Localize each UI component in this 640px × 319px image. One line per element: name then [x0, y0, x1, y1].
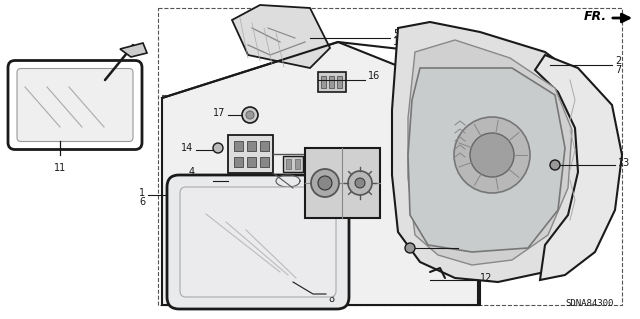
Text: 1: 1 — [139, 188, 145, 198]
Text: 7: 7 — [615, 65, 621, 75]
Text: 3: 3 — [328, 285, 334, 295]
Circle shape — [311, 169, 339, 197]
FancyBboxPatch shape — [228, 135, 273, 173]
FancyBboxPatch shape — [180, 187, 336, 297]
FancyBboxPatch shape — [247, 141, 256, 151]
FancyBboxPatch shape — [260, 157, 269, 167]
FancyBboxPatch shape — [247, 157, 256, 167]
Circle shape — [246, 111, 254, 119]
FancyBboxPatch shape — [167, 175, 349, 309]
Circle shape — [405, 243, 415, 253]
Circle shape — [318, 176, 332, 190]
FancyBboxPatch shape — [305, 148, 380, 218]
Circle shape — [213, 143, 223, 153]
Text: 9: 9 — [189, 176, 195, 186]
Circle shape — [470, 133, 514, 177]
FancyBboxPatch shape — [8, 61, 142, 150]
Text: 10: 10 — [393, 37, 405, 47]
Text: 14: 14 — [180, 143, 193, 153]
Text: 5: 5 — [393, 29, 399, 39]
Text: 17: 17 — [212, 108, 225, 118]
FancyBboxPatch shape — [234, 157, 243, 167]
Text: SDNA84300: SDNA84300 — [566, 299, 614, 308]
Text: 15: 15 — [460, 241, 472, 251]
Text: 11: 11 — [54, 163, 66, 173]
Text: 8: 8 — [328, 294, 334, 304]
Polygon shape — [120, 43, 147, 57]
Text: 2: 2 — [615, 56, 621, 66]
Polygon shape — [232, 5, 330, 68]
FancyBboxPatch shape — [295, 159, 300, 169]
Circle shape — [454, 117, 530, 193]
Polygon shape — [392, 22, 610, 282]
FancyBboxPatch shape — [260, 141, 269, 151]
FancyBboxPatch shape — [17, 69, 133, 142]
FancyBboxPatch shape — [318, 72, 346, 92]
Circle shape — [355, 178, 365, 188]
Circle shape — [242, 107, 258, 123]
Text: 4: 4 — [189, 167, 195, 177]
FancyBboxPatch shape — [329, 76, 334, 88]
FancyBboxPatch shape — [234, 141, 243, 151]
Text: FR.: FR. — [584, 10, 607, 23]
FancyBboxPatch shape — [337, 76, 342, 88]
Polygon shape — [408, 40, 572, 265]
FancyBboxPatch shape — [286, 159, 291, 169]
Text: 13: 13 — [618, 158, 630, 168]
Text: 6: 6 — [139, 197, 145, 207]
Text: 12: 12 — [480, 273, 492, 283]
FancyBboxPatch shape — [283, 156, 303, 172]
Circle shape — [550, 160, 560, 170]
Polygon shape — [408, 68, 565, 252]
FancyBboxPatch shape — [321, 76, 326, 88]
Text: 16: 16 — [368, 71, 380, 81]
Circle shape — [348, 171, 372, 195]
Polygon shape — [535, 55, 622, 280]
Polygon shape — [162, 42, 478, 305]
